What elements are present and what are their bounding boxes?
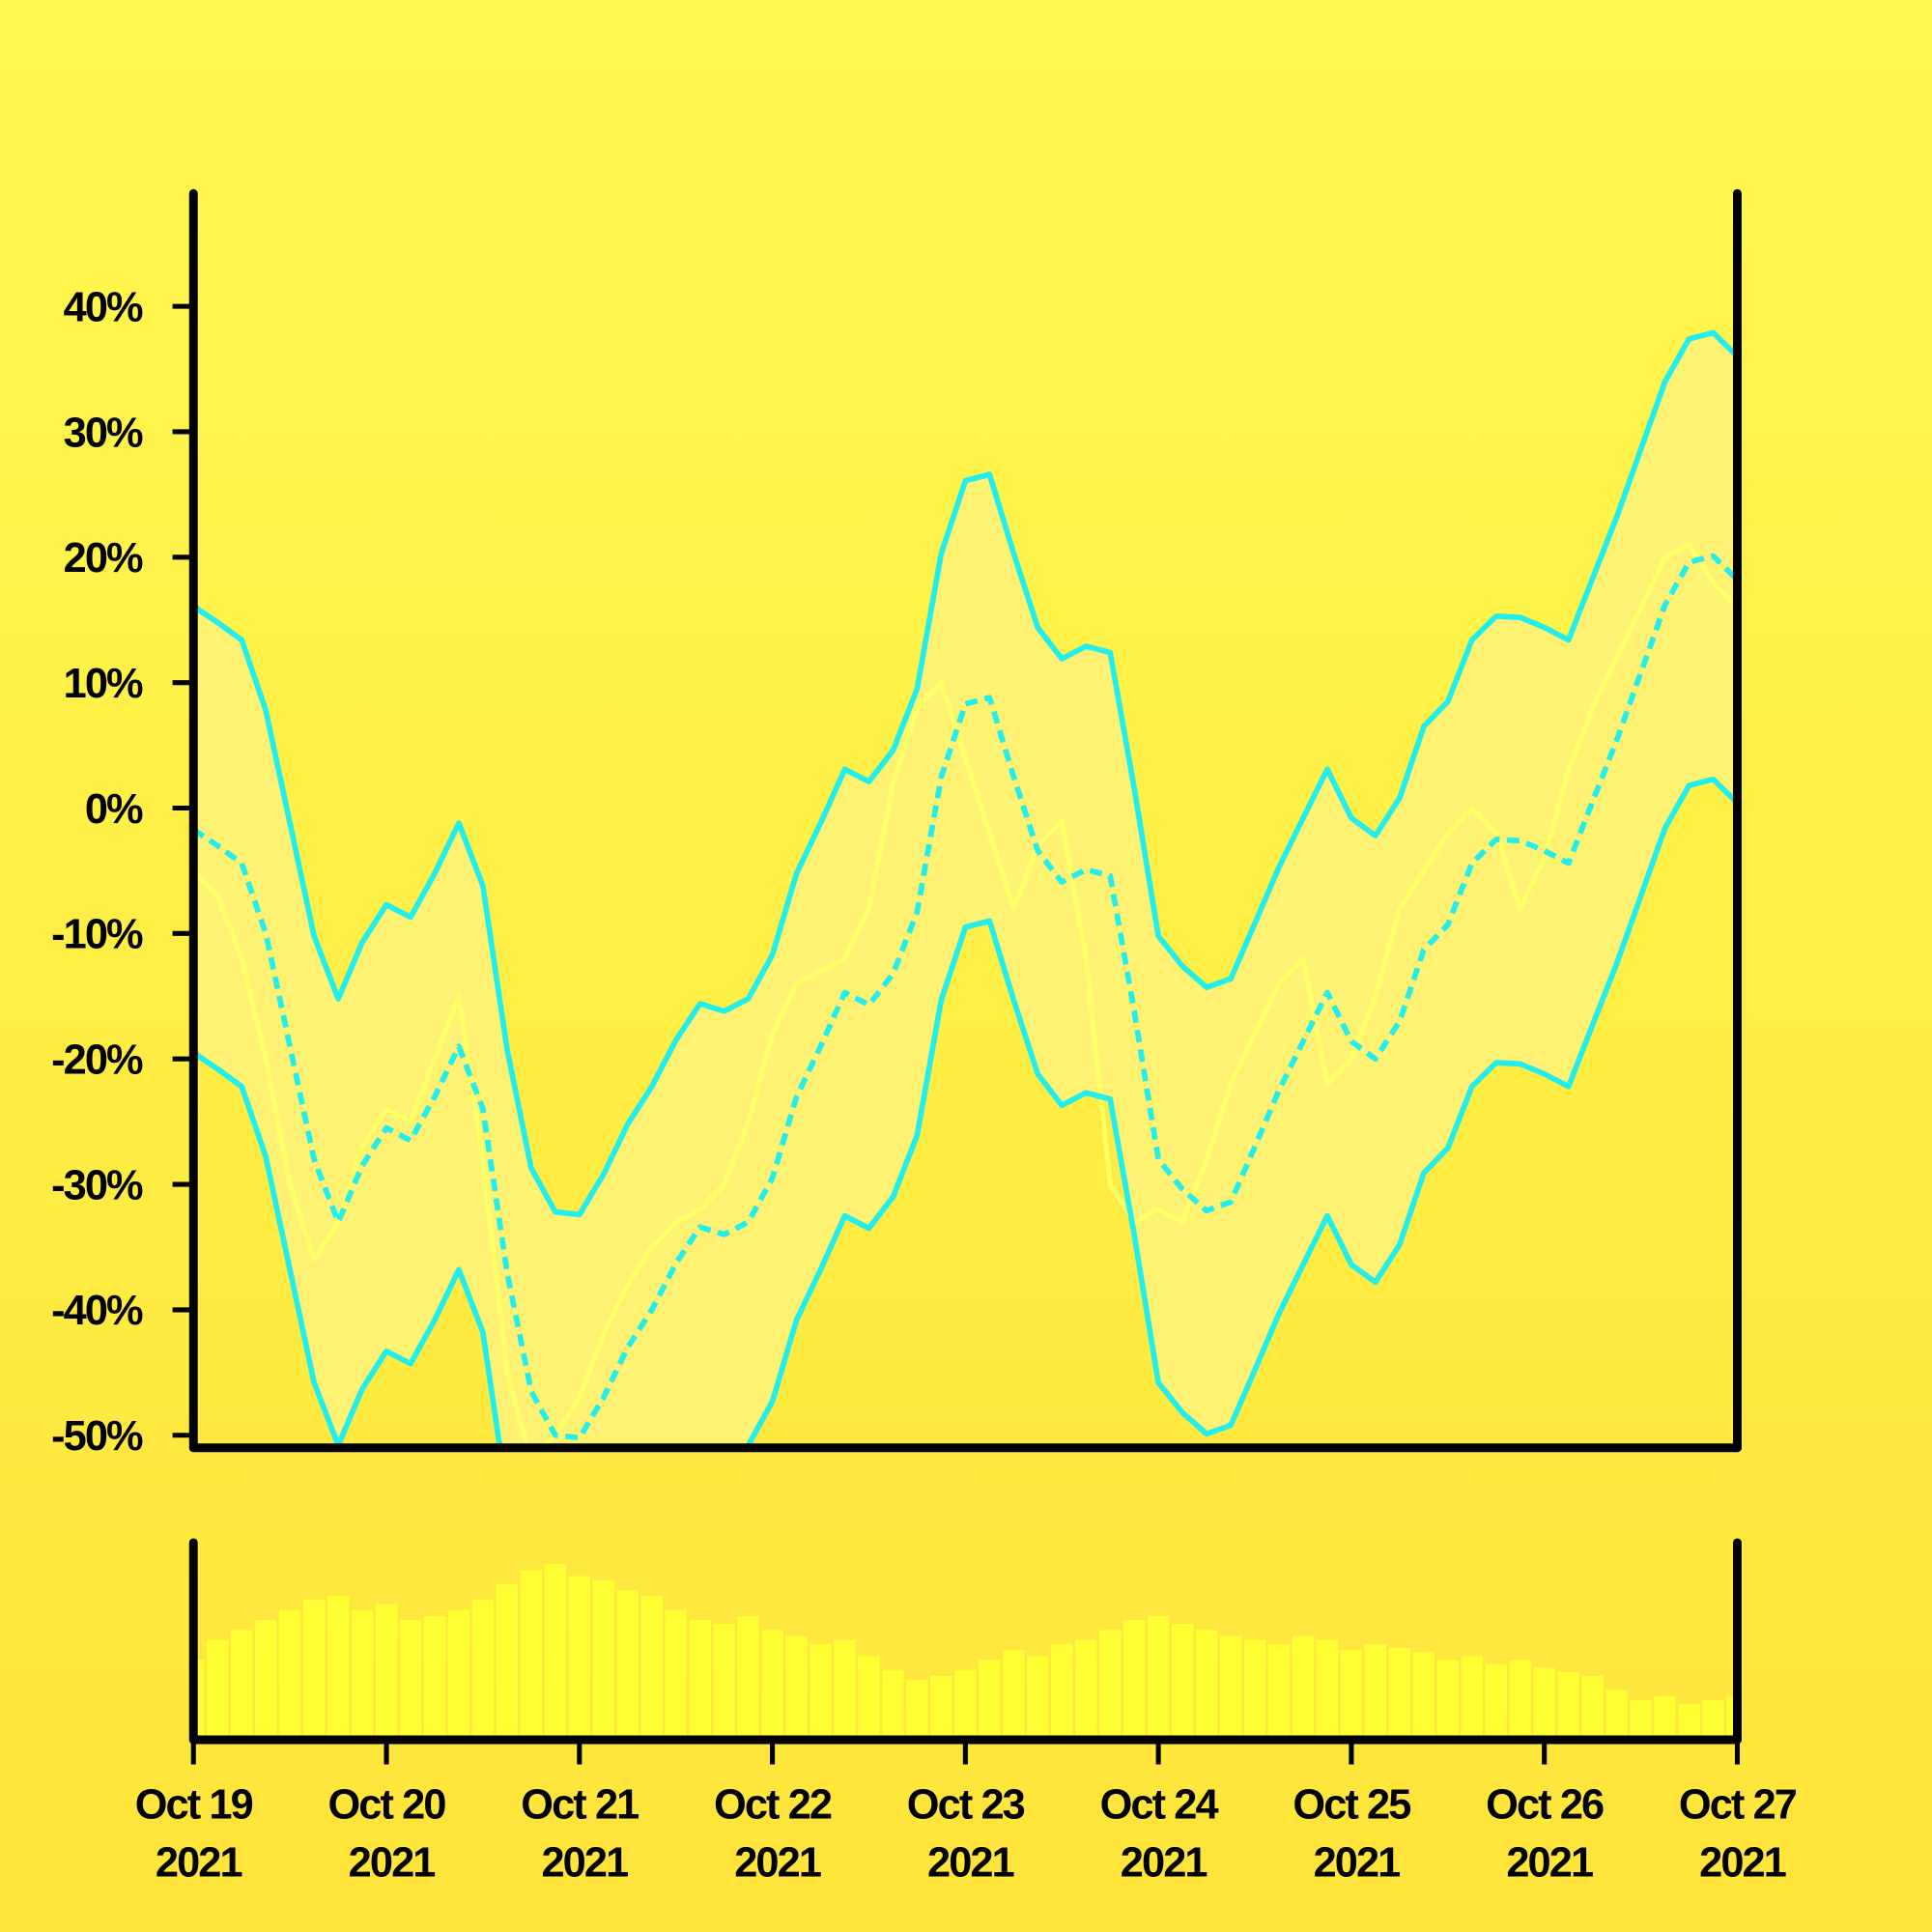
volume-bar xyxy=(1436,1660,1460,1741)
volume-bar xyxy=(351,1609,374,1741)
y-tick-label: 20% xyxy=(64,535,143,582)
volume-bar xyxy=(834,1639,856,1741)
volume-bar xyxy=(496,1583,519,1741)
volume-bar xyxy=(1098,1630,1122,1741)
x-tick-label: Oct 22 2021 xyxy=(714,1782,832,1887)
volume-bar xyxy=(1051,1643,1073,1741)
volume-bar xyxy=(1122,1620,1146,1741)
volume-bar xyxy=(665,1609,687,1741)
volume-bar xyxy=(1027,1656,1049,1741)
volume-bar xyxy=(761,1630,783,1741)
volume-bar xyxy=(810,1643,832,1741)
volume-bar xyxy=(906,1680,928,1741)
volume-bar xyxy=(713,1624,735,1741)
volume-bar xyxy=(1388,1647,1411,1741)
volume-bar xyxy=(1726,1695,1738,1741)
volume-bar xyxy=(544,1564,567,1741)
volume-bar xyxy=(1533,1667,1555,1741)
volume-bar xyxy=(1412,1652,1435,1741)
y-tick-label: -40% xyxy=(51,1288,143,1334)
price-line xyxy=(193,542,1738,1448)
volume-bar xyxy=(568,1576,591,1741)
volume-bar xyxy=(254,1620,277,1741)
volume-bar xyxy=(1605,1690,1628,1741)
volume-bar xyxy=(423,1615,446,1741)
volume-bar xyxy=(520,1570,543,1741)
volume-bar xyxy=(327,1596,350,1741)
volume-bar xyxy=(882,1669,904,1741)
volume-bar xyxy=(979,1660,1001,1741)
x-tick-label: Oct 25 2021 xyxy=(1293,1782,1410,1887)
volume-bar xyxy=(206,1639,229,1741)
volume-bar xyxy=(278,1609,301,1741)
x-tick-label: Oct 23 2021 xyxy=(907,1782,1025,1887)
volume-bar xyxy=(1074,1639,1097,1741)
volume-bar xyxy=(1461,1656,1484,1741)
volume-bar xyxy=(1171,1624,1194,1741)
y-tick-label: -10% xyxy=(51,912,143,958)
volume-bar xyxy=(1364,1643,1387,1741)
volume-bar xyxy=(785,1635,808,1741)
band-fill xyxy=(193,332,1738,1448)
y-tick-label: 40% xyxy=(64,284,143,330)
volume-bar xyxy=(1003,1650,1025,1741)
volume-bar xyxy=(1147,1615,1170,1741)
volume-bar xyxy=(471,1600,495,1741)
x-tick-label: Oct 24 2021 xyxy=(1100,1782,1219,1887)
volume-bar xyxy=(616,1590,639,1741)
y-tick-label: -50% xyxy=(51,1413,143,1460)
volume-bar xyxy=(375,1604,398,1741)
band-line xyxy=(193,329,1738,1218)
volume-bar xyxy=(447,1609,470,1741)
x-tick-label: Oct 21 2021 xyxy=(521,1782,639,1887)
volume-bar xyxy=(1630,1699,1652,1741)
volume-bar xyxy=(1267,1643,1291,1741)
volume-bar xyxy=(930,1675,952,1741)
volume-bar xyxy=(302,1600,326,1741)
y-tick-label: 30% xyxy=(64,410,143,456)
y-tick-label: -30% xyxy=(51,1162,143,1208)
volume-bar xyxy=(1485,1663,1507,1741)
volume-bar xyxy=(689,1620,711,1741)
volume-bar xyxy=(1195,1630,1218,1741)
volume-bar xyxy=(1557,1671,1579,1741)
volume-bar xyxy=(193,1660,205,1741)
volume-bar xyxy=(640,1596,663,1741)
plot-area xyxy=(193,329,1738,1448)
volume-bar xyxy=(858,1656,880,1741)
x-tick-label: Oct 19 2021 xyxy=(135,1782,253,1887)
band-line xyxy=(193,553,1738,1441)
volume-bar xyxy=(1243,1639,1266,1741)
volume-bar xyxy=(592,1579,615,1741)
volume-bar xyxy=(1678,1703,1700,1741)
band-line xyxy=(193,776,1738,1448)
volume-bar xyxy=(399,1620,422,1741)
volume-area xyxy=(193,1564,1738,1741)
volume-bar xyxy=(1219,1635,1242,1741)
volume-bar xyxy=(1316,1639,1339,1741)
volume-bar xyxy=(954,1669,977,1741)
volume-bar xyxy=(1581,1675,1604,1741)
x-tick-label: Oct 20 2021 xyxy=(327,1782,445,1887)
volume-bar xyxy=(1340,1650,1363,1741)
x-tick-label: Oct 27 2021 xyxy=(1679,1782,1797,1887)
y-tick-label: -20% xyxy=(51,1037,143,1084)
volume-bar xyxy=(230,1630,253,1741)
volume-bar xyxy=(1509,1660,1531,1741)
volume-bar xyxy=(737,1615,759,1741)
volume-bar xyxy=(1702,1699,1724,1741)
volume-bar xyxy=(1292,1635,1315,1741)
y-tick-label: 0% xyxy=(85,786,143,833)
y-tick-label: 10% xyxy=(64,661,143,707)
volume-bar xyxy=(1654,1695,1676,1741)
axes xyxy=(188,188,1742,1745)
x-tick-label: Oct 26 2021 xyxy=(1486,1782,1604,1887)
